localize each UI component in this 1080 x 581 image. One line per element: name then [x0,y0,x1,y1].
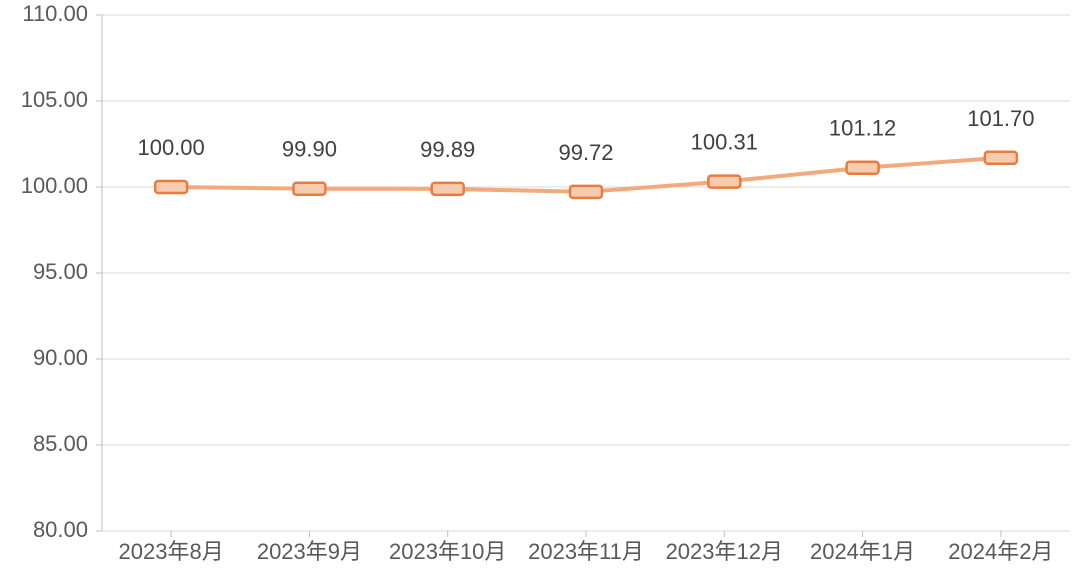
data-marker [293,183,325,195]
x-tick-label: 2024年1月 [810,539,915,564]
data-label: 99.90 [282,137,337,162]
data-label: 100.31 [691,130,758,155]
data-label: 101.70 [967,106,1034,131]
x-tick-label: 2023年8月 [119,539,224,564]
y-tick-label: 95.00 [33,259,88,284]
data-marker [570,186,602,198]
index-line-chart: 80.00 85.00 90.00 95.00 100.00 105.00 110.00 10… [0,0,1080,581]
y-tick-label: 105.00 [21,87,88,112]
data-label: 100.00 [137,135,204,160]
data-marker [155,181,187,193]
y-tick-label: 100.00 [21,173,88,198]
data-marker [432,183,464,195]
chart-container: 80.00 85.00 90.00 95.00 100.00 105.00 110.00 10… [0,0,1080,581]
data-marker [985,152,1017,164]
data-label: 99.72 [558,140,613,165]
y-tick-label: 110.00 [22,1,88,26]
y-tick-label: 90.00 [33,345,88,370]
data-marker [847,162,879,174]
data-label: 99.89 [420,137,475,162]
data-marker [708,176,740,188]
y-tick-label: 85.00 [33,431,88,456]
y-tick-label: 80.00 [33,517,88,542]
x-tick-label: 2024年2月 [948,539,1053,564]
x-tick-label: 2023年9月 [257,539,362,564]
x-tick-label: 2023年12月 [666,539,783,564]
x-tick-label: 2023年10月 [389,539,506,564]
data-label: 101.12 [829,116,896,141]
x-tick-label: 2023年11月 [528,539,644,564]
